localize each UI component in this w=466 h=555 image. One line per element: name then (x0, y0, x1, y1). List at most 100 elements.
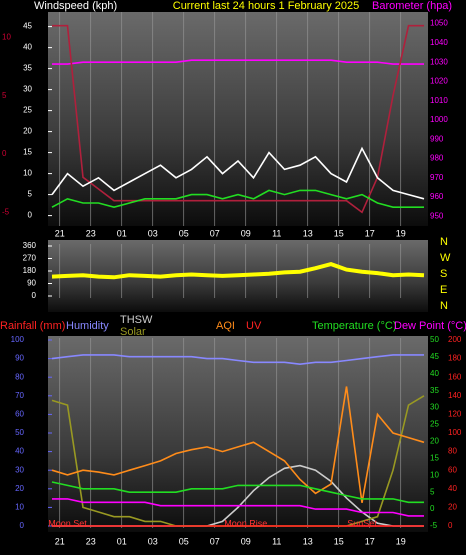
y3-tick-label: 5 (2, 91, 7, 100)
x-tick-label: 13 (303, 536, 313, 546)
y2-tick-label: 25 (430, 420, 439, 429)
x-tick-label: 23 (86, 536, 96, 546)
x-tick-label: 05 (179, 228, 189, 238)
y3-tick-label: 100 (448, 428, 462, 437)
y2-tick-label: 980 (430, 154, 444, 163)
y3-tick-label: 0 (2, 149, 7, 158)
y2-tick-label: 970 (430, 173, 444, 182)
y-tick-label: 50 (15, 428, 24, 437)
y2-tick-label: 45 (430, 352, 439, 361)
x-tick-label: 09 (241, 228, 251, 238)
series-line (51, 481, 424, 504)
x-tick-label: 23 (86, 228, 96, 238)
y-tick-label: 10 (23, 169, 32, 178)
y-tick-label: 30 (15, 465, 24, 474)
y2-tick-label: 1040 (430, 38, 448, 47)
y2-tick-label: 990 (430, 134, 444, 143)
y3-tick-label: -5 (2, 207, 10, 216)
y2-tick-label: -5 (430, 521, 438, 530)
x-tick-label: 11 (272, 228, 281, 238)
y3-tick-label: 160 (448, 372, 462, 381)
x-tick-label: 15 (334, 228, 344, 238)
y-tick-label: 45 (23, 22, 32, 31)
x-tick-label: 13 (303, 228, 313, 238)
y3-tick-label: 20 (448, 503, 457, 512)
y-tick-label: 0 (32, 291, 37, 300)
legend-entry: Rainfall (mm) (0, 320, 65, 332)
y2-tick-label: 35 (430, 386, 439, 395)
y-tick-label: 100 (11, 335, 25, 344)
x-tick-label: 09 (241, 536, 251, 546)
y3-tick-label: 10 (2, 32, 11, 41)
x-tick-label: 07 (210, 228, 220, 238)
y-tick-label: 15 (23, 148, 32, 157)
y-tick-label: 40 (23, 43, 32, 52)
y3-tick-label: 40 (448, 484, 457, 493)
y3-tick-label: 140 (448, 391, 462, 400)
y2-tick-label: 5 (430, 487, 435, 496)
y2-tick-label: 50 (430, 335, 439, 344)
y2-tick-label: 20 (430, 437, 439, 446)
series-line (51, 354, 424, 366)
y2-tick-label: 1020 (430, 77, 448, 86)
series-line (51, 386, 425, 503)
y2-tick-label: 950 (430, 211, 444, 220)
x-tick-label: 01 (117, 228, 127, 238)
legend-entry: AQI (216, 320, 235, 332)
y-tick-label: 0 (20, 521, 25, 530)
y3-tick-label: 80 (448, 447, 457, 456)
x-tick-label: 21 (55, 228, 65, 238)
x-tick-label: 19 (396, 536, 406, 546)
y-tick-label: 180 (23, 266, 37, 275)
x-tick-label: 03 (148, 536, 158, 546)
annotation: SunSet (347, 518, 377, 528)
y-tick-label: 90 (15, 354, 24, 363)
panel-background (48, 12, 428, 226)
y-tick-label: 35 (23, 64, 32, 73)
y3-tick-label: 0 (448, 521, 453, 530)
series-line (52, 498, 424, 517)
x-tick-label: 03 (148, 228, 158, 238)
legend-entry: Solar (120, 326, 146, 338)
y3-tick-label: 120 (448, 410, 462, 419)
y-tick-label: 20 (23, 127, 32, 136)
y2-tick-label: 1010 (430, 96, 448, 105)
direction-label: S (440, 268, 447, 280)
y-tick-label: 5 (28, 190, 33, 199)
y3-tick-label: 200 (448, 335, 462, 344)
x-tick-label: 15 (334, 536, 344, 546)
y-axis-label: Windspeed (kph) (34, 0, 117, 12)
y2-tick-label: 1030 (430, 57, 448, 66)
legend-entry: Dew Point (°C) (394, 320, 466, 332)
x-tick-label: 19 (396, 228, 406, 238)
y-tick-label: 70 (15, 391, 24, 400)
y2-tick-label: 10 (430, 470, 439, 479)
legend-entry: Humidity (66, 320, 109, 332)
y2-tick-label: 960 (430, 192, 444, 201)
series-line (51, 262, 425, 280)
series-line (51, 146, 425, 200)
y3-tick-label: 60 (448, 465, 457, 474)
direction-label: N (440, 300, 448, 312)
y-tick-label: 60 (15, 410, 24, 419)
legend-entry: Temperature (°C) (312, 320, 396, 332)
annotation: Moon Rise (224, 518, 267, 528)
direction-label: E (440, 284, 447, 296)
y-tick-label: 270 (23, 254, 37, 263)
y-tick-label: 0 (28, 211, 33, 220)
y3-tick-label: 180 (448, 354, 462, 363)
series-line (52, 24, 424, 214)
y2-tick-label: 1000 (430, 115, 448, 124)
x-tick-label: 17 (365, 228, 375, 238)
y2-tick-label: 0 (430, 504, 435, 513)
x-tick-label: 11 (272, 536, 281, 546)
x-tick-label: 01 (117, 536, 127, 546)
direction-label: N (440, 236, 448, 248)
legend-entry: THSW (120, 314, 153, 326)
y2-axis-label: Barometer (hpa) (372, 0, 452, 12)
y2-tick-label: 15 (430, 453, 439, 462)
y-tick-label: 80 (15, 372, 24, 381)
y-tick-label: 90 (27, 279, 36, 288)
series-line (51, 189, 424, 209)
x-tick-label: 17 (365, 536, 375, 546)
